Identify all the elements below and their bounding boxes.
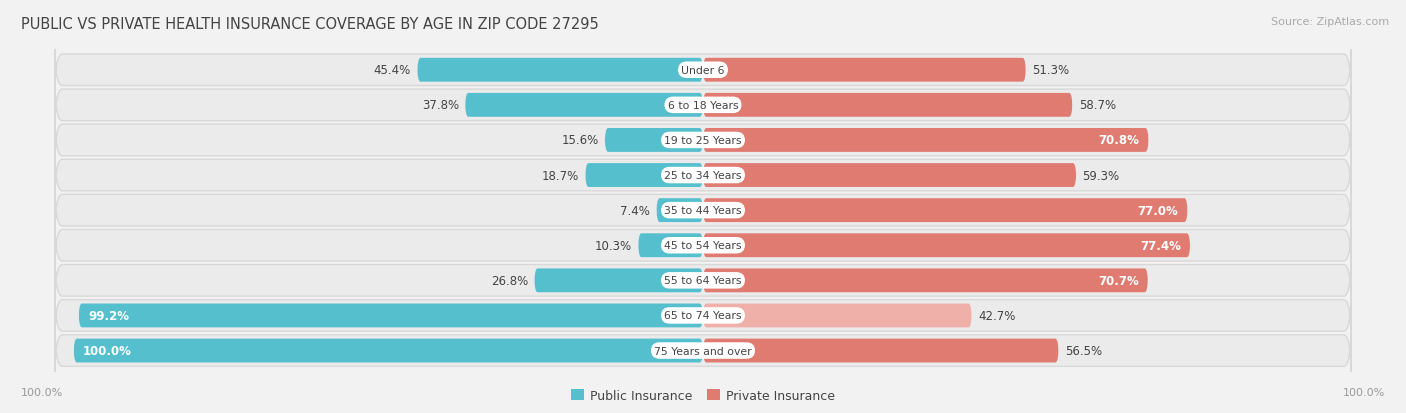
FancyBboxPatch shape bbox=[703, 59, 1026, 83]
FancyBboxPatch shape bbox=[55, 219, 1351, 272]
Text: PUBLIC VS PRIVATE HEALTH INSURANCE COVERAGE BY AGE IN ZIP CODE 27295: PUBLIC VS PRIVATE HEALTH INSURANCE COVER… bbox=[21, 17, 599, 31]
Text: 51.3%: 51.3% bbox=[1032, 64, 1070, 77]
FancyBboxPatch shape bbox=[703, 339, 1059, 363]
FancyBboxPatch shape bbox=[703, 199, 1188, 223]
Text: 55 to 64 Years: 55 to 64 Years bbox=[664, 275, 742, 286]
FancyBboxPatch shape bbox=[534, 269, 703, 292]
FancyBboxPatch shape bbox=[703, 164, 1076, 188]
FancyBboxPatch shape bbox=[657, 199, 703, 223]
Text: 59.3%: 59.3% bbox=[1083, 169, 1119, 182]
FancyBboxPatch shape bbox=[55, 254, 1351, 307]
Text: 45.4%: 45.4% bbox=[374, 64, 411, 77]
FancyBboxPatch shape bbox=[55, 184, 1351, 237]
FancyBboxPatch shape bbox=[703, 269, 1147, 292]
Text: 75 Years and over: 75 Years and over bbox=[654, 346, 752, 356]
Text: Under 6: Under 6 bbox=[682, 66, 724, 76]
Text: 15.6%: 15.6% bbox=[561, 134, 599, 147]
Text: 100.0%: 100.0% bbox=[83, 344, 132, 357]
FancyBboxPatch shape bbox=[703, 129, 1149, 152]
Text: 99.2%: 99.2% bbox=[89, 309, 129, 322]
Text: 6 to 18 Years: 6 to 18 Years bbox=[668, 101, 738, 111]
Text: Source: ZipAtlas.com: Source: ZipAtlas.com bbox=[1271, 17, 1389, 26]
Text: 35 to 44 Years: 35 to 44 Years bbox=[664, 206, 742, 216]
Text: 65 to 74 Years: 65 to 74 Years bbox=[664, 311, 742, 320]
FancyBboxPatch shape bbox=[585, 164, 703, 188]
Text: 70.7%: 70.7% bbox=[1098, 274, 1139, 287]
FancyBboxPatch shape bbox=[55, 44, 1351, 97]
Text: 37.8%: 37.8% bbox=[422, 99, 458, 112]
Text: 42.7%: 42.7% bbox=[979, 309, 1015, 322]
FancyBboxPatch shape bbox=[55, 290, 1351, 342]
Text: 70.8%: 70.8% bbox=[1098, 134, 1139, 147]
Legend: Public Insurance, Private Insurance: Public Insurance, Private Insurance bbox=[567, 384, 839, 407]
Text: 7.4%: 7.4% bbox=[620, 204, 650, 217]
FancyBboxPatch shape bbox=[73, 339, 703, 363]
Text: 56.5%: 56.5% bbox=[1064, 344, 1102, 357]
Text: 100.0%: 100.0% bbox=[21, 387, 63, 397]
FancyBboxPatch shape bbox=[55, 325, 1351, 377]
FancyBboxPatch shape bbox=[703, 94, 1073, 117]
Text: 18.7%: 18.7% bbox=[541, 169, 579, 182]
Text: 19 to 25 Years: 19 to 25 Years bbox=[664, 135, 742, 146]
Text: 45 to 54 Years: 45 to 54 Years bbox=[664, 241, 742, 251]
Text: 25 to 34 Years: 25 to 34 Years bbox=[664, 171, 742, 180]
FancyBboxPatch shape bbox=[465, 94, 703, 117]
FancyBboxPatch shape bbox=[55, 114, 1351, 167]
Text: 10.3%: 10.3% bbox=[595, 239, 631, 252]
Text: 26.8%: 26.8% bbox=[491, 274, 529, 287]
FancyBboxPatch shape bbox=[79, 304, 703, 328]
FancyBboxPatch shape bbox=[55, 150, 1351, 202]
FancyBboxPatch shape bbox=[55, 79, 1351, 132]
FancyBboxPatch shape bbox=[605, 129, 703, 152]
Text: 58.7%: 58.7% bbox=[1078, 99, 1116, 112]
FancyBboxPatch shape bbox=[703, 304, 972, 328]
FancyBboxPatch shape bbox=[638, 234, 703, 258]
Text: 77.0%: 77.0% bbox=[1137, 204, 1178, 217]
Text: 100.0%: 100.0% bbox=[1343, 387, 1385, 397]
FancyBboxPatch shape bbox=[703, 234, 1189, 258]
FancyBboxPatch shape bbox=[418, 59, 703, 83]
Text: 77.4%: 77.4% bbox=[1140, 239, 1181, 252]
